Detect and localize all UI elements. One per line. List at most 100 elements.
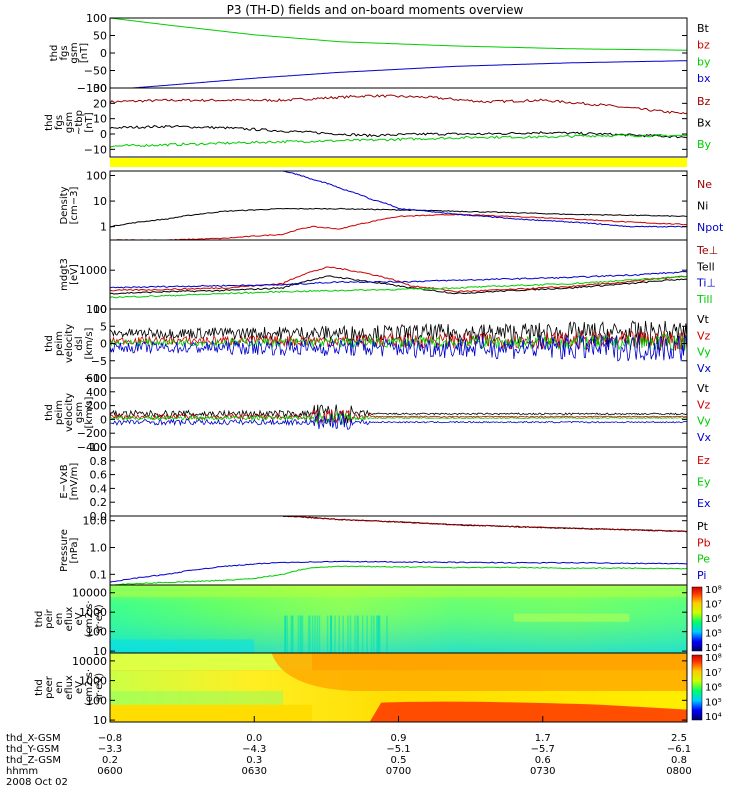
- y-tick-label: 1000: [79, 675, 107, 688]
- y-tick-label: 0.0: [90, 510, 108, 523]
- x-axis-row-label: thd_Z-GSM: [6, 755, 61, 766]
- y-axis-label-line: thd: [34, 611, 45, 628]
- y-axis-label: Pressure [nPa]: [59, 529, 80, 572]
- y-tick-label: 0.2: [90, 496, 108, 509]
- series-line-Till: [110, 275, 687, 299]
- y-axis-label-line: fgs: [54, 115, 65, 130]
- series-line-Pe: [110, 565, 687, 585]
- spectrogram-streak: [366, 615, 368, 653]
- y-axis-label-line: E−VxB: [59, 464, 70, 498]
- spectrogram-streak: [377, 615, 379, 653]
- y-axis-label-line: [cm−3]: [69, 187, 80, 225]
- series-line-Ne: [110, 213, 687, 240]
- y-tick-label: 10: [93, 645, 107, 658]
- y-axis-label-line: sr·eV): [94, 673, 105, 702]
- legend-entry: Vx: [697, 362, 712, 375]
- x-tick-label: 0800: [666, 766, 691, 777]
- panel-1: 100 50 0 −50 −100 thd fgs gsm [nT] Bt bz by bx: [49, 12, 711, 95]
- spectrogram-streak: [375, 615, 378, 653]
- y-axis-label-line: peim: [54, 331, 65, 356]
- y-axis-label-line: [nT]: [79, 43, 90, 63]
- y-axis-label: mdgt3 [eV]: [59, 258, 80, 291]
- y-axis-label-line: ~tbp: [74, 110, 85, 135]
- legend-entry: Ti⊥: [696, 277, 716, 290]
- spectrogram-region: [271, 653, 687, 691]
- spectrogram-band: [110, 653, 312, 671]
- y-tick-label: 0.1: [90, 568, 108, 581]
- y-axis-label-line: [mV/m]: [69, 463, 80, 501]
- y-tick-label: 0.8: [90, 455, 108, 468]
- panel-4: 1000 100 mdgt3 [eV] Te⊥ Tell Ti⊥ Till: [59, 239, 718, 316]
- x-axis-row-label: 2008 Oct 02: [6, 777, 68, 788]
- panel-frame: [109, 170, 688, 241]
- colorbar-label: 10⁶: [705, 614, 722, 625]
- spectrogram-streak: [342, 615, 344, 653]
- series-line-Vy: [110, 412, 687, 426]
- panel-10: 10000 1000 100 10 thd peer en eflux eV (cm2·s· sr·…: [34, 652, 722, 727]
- series-line-Pb: [282, 516, 687, 533]
- x-tick-label: −5.7: [531, 744, 555, 755]
- legend-entry: Vy: [697, 415, 711, 428]
- y-tick-label: 0: [100, 128, 107, 141]
- y-axis-label-line: gsm: [74, 402, 85, 423]
- legend-entry: By: [697, 138, 712, 151]
- series-line-Vx: [110, 412, 687, 430]
- series-line-Ni: [110, 207, 687, 228]
- y-axis-label: thd fgs gsm ~tbp [nT]: [44, 110, 95, 135]
- x-tick-label: 0.3: [246, 755, 262, 766]
- y-tick-label: −50: [84, 65, 107, 78]
- y-axis-label-line: eV: [74, 681, 85, 694]
- y-tick-label: 0: [100, 338, 107, 351]
- spectrogram-streak: [309, 615, 311, 653]
- spectrogram-streak: [386, 615, 388, 653]
- spectrogram-region: [369, 701, 687, 722]
- spectrogram-band: [513, 613, 630, 622]
- spectrogram-band: [110, 704, 312, 722]
- x-tick-label: 0630: [242, 766, 267, 777]
- y-axis-label: Density [cm−3]: [59, 186, 80, 224]
- legend-entry: Pb: [697, 536, 711, 549]
- y-axis-label: thd peim velocity dsl [km/s]: [44, 324, 95, 363]
- spectrogram-streak: [356, 615, 358, 653]
- y-tick-label: −100: [77, 82, 107, 95]
- legend-entry: Ez: [697, 454, 710, 467]
- panel-frame: [109, 446, 688, 517]
- y-axis-label: thd peer en eflux eV (cm2·s· sr·eV): [34, 669, 105, 706]
- y-axis-label-line: mdgt3: [59, 258, 70, 291]
- y-tick-label: 10000: [72, 655, 107, 668]
- y-axis-label-line: fgs: [59, 45, 70, 60]
- y-axis-label: E−VxB [mV/m]: [59, 463, 80, 501]
- x-axis-row-label: hhmm: [6, 766, 38, 777]
- colorbar-label: 10⁶: [705, 683, 722, 694]
- y-axis-label-line: gsm: [69, 42, 80, 63]
- x-tick-label: 0730: [530, 766, 555, 777]
- y-axis-label-line: (cm2·s·: [84, 600, 95, 637]
- legend-entry: bz: [697, 39, 710, 52]
- y-tick-label: 50: [93, 30, 107, 43]
- panel-2: 30 20 10 0 −10 thd fgs gsm ~tbp [nT] Bz Bx By: [44, 82, 712, 158]
- y-tick-label: −200: [77, 427, 107, 440]
- y-axis-label-line: eV: [74, 612, 85, 625]
- y-tick-label: 100: [86, 694, 107, 707]
- panel-frame: [109, 239, 688, 310]
- series-line-bx: [125, 60, 687, 88]
- legend-entry: Vx: [697, 431, 712, 444]
- legend-entry: Till: [696, 293, 713, 306]
- legend-entry: Bt: [697, 22, 710, 35]
- y-tick-label: 100: [86, 626, 107, 639]
- y-axis-label-line: peir: [44, 608, 55, 628]
- spectrogram-streak: [370, 615, 373, 653]
- y-tick-label: 0: [100, 47, 107, 60]
- legend-entry: Ni: [697, 200, 708, 213]
- y-axis-label-line: [nT]: [84, 112, 95, 132]
- x-tick-label: 0700: [386, 766, 411, 777]
- y-axis-label-line: sr·eV): [94, 604, 105, 633]
- spectrogram-streak: [299, 615, 302, 653]
- legend-entry: Vt: [697, 382, 710, 395]
- series-line-by: [110, 18, 687, 51]
- y-axis-label-line: thd: [34, 679, 45, 696]
- spectrogram-streak: [330, 615, 332, 653]
- x-tick-label: 0600: [97, 766, 122, 777]
